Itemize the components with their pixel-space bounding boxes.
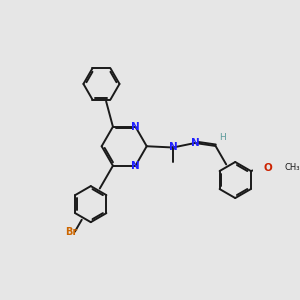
Text: N: N	[131, 161, 140, 171]
Text: N: N	[191, 138, 200, 148]
Text: Br: Br	[65, 227, 77, 237]
Text: N: N	[169, 142, 177, 152]
Text: H: H	[219, 134, 226, 142]
Text: O: O	[263, 163, 272, 173]
Text: CH₃: CH₃	[285, 163, 300, 172]
Text: N: N	[131, 122, 140, 132]
